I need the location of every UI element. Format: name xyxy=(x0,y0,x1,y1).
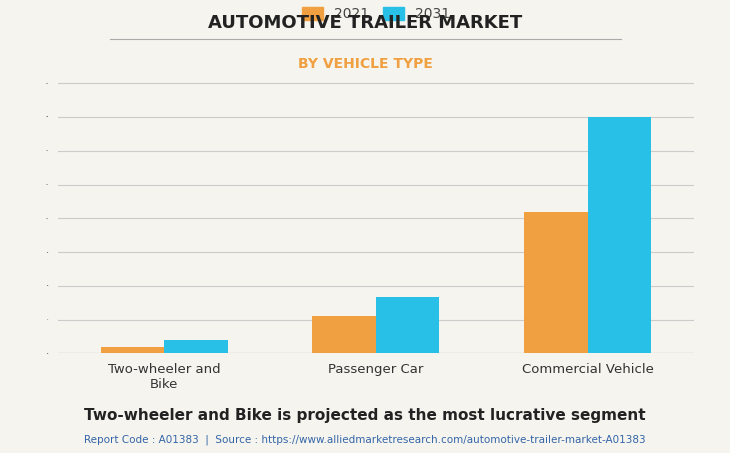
Bar xyxy=(588,117,651,353)
Bar xyxy=(376,297,439,353)
Bar xyxy=(164,340,228,353)
Text: BY VEHICLE TYPE: BY VEHICLE TYPE xyxy=(298,57,432,71)
Bar xyxy=(101,347,164,353)
Legend: 2021, 2031: 2021, 2031 xyxy=(296,1,456,27)
Text: AUTOMOTIVE TRAILER MARKET: AUTOMOTIVE TRAILER MARKET xyxy=(208,14,522,32)
Bar xyxy=(312,316,376,353)
Text: Report Code : A01383  |  Source : https://www.alliedmarketresearch.com/automotiv: Report Code : A01383 | Source : https://… xyxy=(84,435,646,445)
Text: Two-wheeler and Bike is projected as the most lucrative segment: Two-wheeler and Bike is projected as the… xyxy=(84,408,646,423)
Bar xyxy=(524,212,588,353)
